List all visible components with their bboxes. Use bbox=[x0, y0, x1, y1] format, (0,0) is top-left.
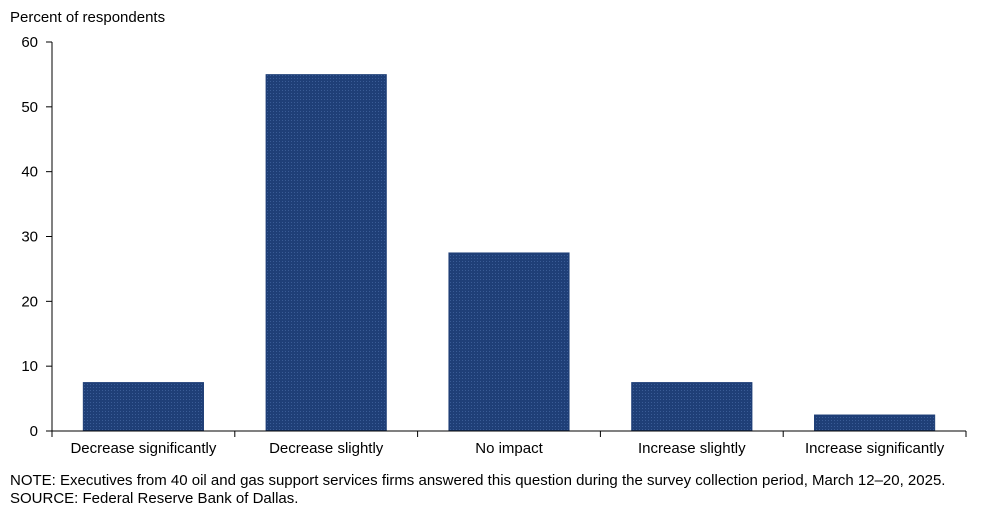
x-axis: Decrease significantly Decrease slightly N… bbox=[51, 430, 967, 457]
source-text: SOURCE: Federal Reserve Bank of Dallas. bbox=[10, 490, 299, 507]
bar bbox=[265, 74, 387, 432]
x-tick-label: No impact bbox=[475, 440, 543, 457]
x-tick-label: Decrease slightly bbox=[269, 440, 384, 457]
y-tick-label: 40 bbox=[21, 164, 38, 181]
bar-chart: Percent of respondents 0 10 20 30 40 50 60 Dec… bbox=[10, 9, 967, 457]
x-tick-label: Increase significantly bbox=[805, 440, 945, 457]
x-tick-label: Increase slightly bbox=[638, 440, 746, 457]
y-tick-label: 10 bbox=[21, 358, 38, 375]
x-tick-label: Decrease significantly bbox=[70, 440, 216, 457]
y-axis: 0 10 20 30 40 50 60 bbox=[21, 34, 53, 440]
y-tick-label: 60 bbox=[21, 34, 38, 51]
y-axis-label: Percent of respondents bbox=[10, 9, 165, 26]
y-tick-label: 30 bbox=[21, 229, 38, 246]
bar bbox=[448, 252, 570, 432]
y-tick-label: 50 bbox=[21, 99, 38, 116]
bars bbox=[82, 74, 936, 432]
chart-notes: NOTE: Executives from 40 oil and gas sup… bbox=[10, 472, 990, 508]
y-tick-label: 20 bbox=[21, 293, 38, 310]
note-text: NOTE: Executives from 40 oil and gas sup… bbox=[10, 472, 946, 489]
bar bbox=[82, 382, 204, 432]
bar bbox=[631, 382, 753, 432]
y-tick-label: 0 bbox=[30, 423, 38, 440]
bar bbox=[814, 414, 936, 432]
